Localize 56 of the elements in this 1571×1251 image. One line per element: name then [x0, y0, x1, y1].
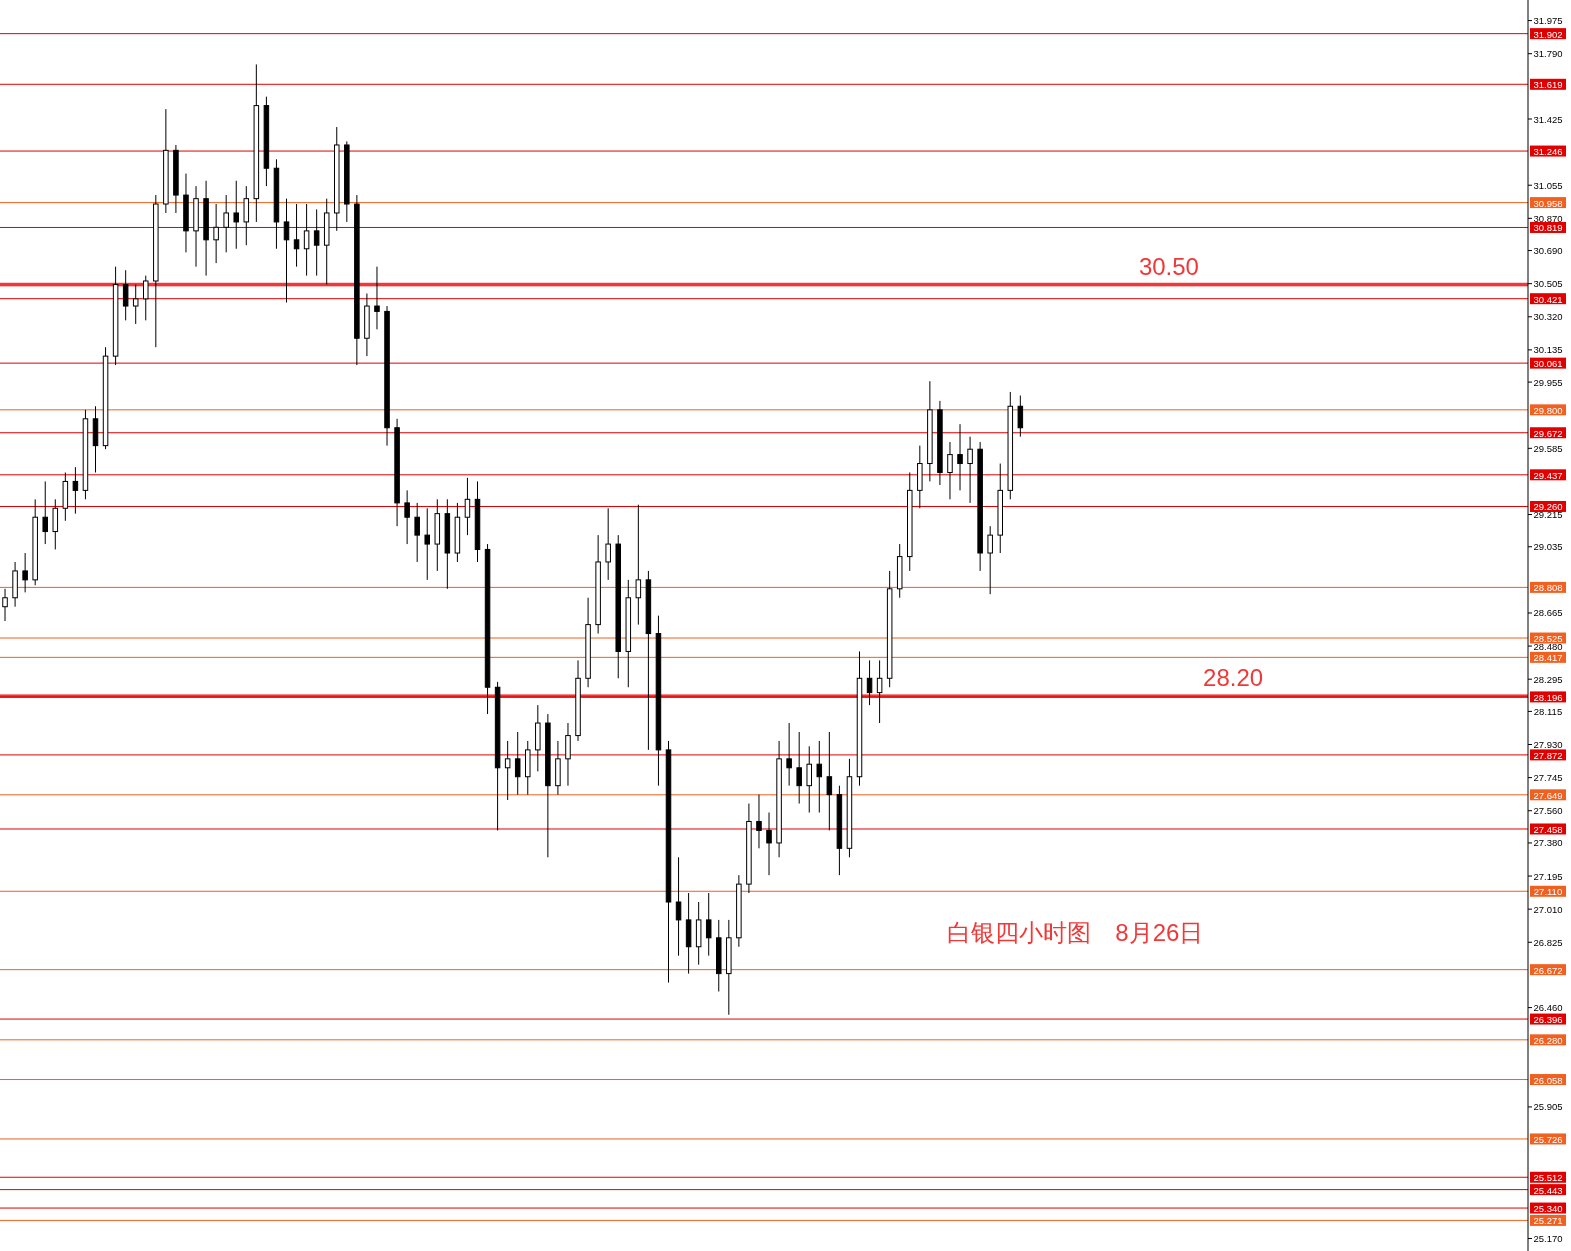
- y-tick-label: 27.560: [1533, 805, 1563, 817]
- y-tick-label: 30.320: [1533, 311, 1563, 323]
- ref-line-label: 30.819: [1533, 222, 1563, 234]
- band-label: 30.50: [1138, 252, 1199, 280]
- ref-line-label: 29.260: [1533, 501, 1563, 513]
- ref-line-label: 25.443: [1533, 1184, 1563, 1196]
- y-tick-label: 26.460: [1533, 1002, 1563, 1014]
- ref-line-label: 25.271: [1533, 1215, 1563, 1227]
- ref-line-label: 27.458: [1533, 823, 1563, 835]
- y-tick-label: 31.790: [1533, 48, 1563, 60]
- ref-line-label: 28.417: [1533, 652, 1563, 664]
- ref-line-label: 26.280: [1533, 1034, 1563, 1046]
- ref-line-label: 28.808: [1533, 582, 1563, 594]
- ref-line-label: 27.872: [1533, 749, 1563, 761]
- y-tick-label: 27.195: [1533, 870, 1563, 882]
- band-label: 28.20: [1203, 664, 1264, 692]
- ref-line-label: 31.246: [1533, 146, 1563, 158]
- ref-line-label: 31.902: [1533, 28, 1563, 40]
- ref-line-label: 30.061: [1533, 358, 1563, 370]
- y-tick-label: 31.425: [1533, 113, 1563, 125]
- ref-line-label: 30.421: [1533, 293, 1563, 305]
- y-tick-label: 27.745: [1533, 772, 1563, 784]
- ref-line-label: 28.196: [1533, 691, 1563, 703]
- ref-line-label: 30.958: [1533, 197, 1563, 209]
- ref-line-label: 29.800: [1533, 404, 1563, 416]
- y-tick-label: 29.585: [1533, 442, 1563, 454]
- annotation: 白银四小时图 8月26日: [947, 918, 1204, 946]
- y-tick-label: 29.035: [1533, 541, 1563, 553]
- ref-line-label: 31.619: [1533, 79, 1563, 91]
- ref-line-label: 27.110: [1533, 886, 1563, 898]
- ref-line-label: 26.396: [1533, 1014, 1563, 1026]
- ref-line-label: 28.525: [1533, 633, 1563, 645]
- y-tick-label: 25.905: [1533, 1101, 1563, 1113]
- y-tick-label: 30.505: [1533, 278, 1563, 290]
- ref-line-label: 25.726: [1533, 1133, 1563, 1145]
- y-tick-label: 26.825: [1533, 936, 1563, 948]
- ref-line-label: 29.672: [1533, 427, 1563, 439]
- ref-line-label: 27.649: [1533, 789, 1563, 801]
- y-tick-label: 27.380: [1533, 837, 1563, 849]
- y-tick-label: 25.170: [1533, 1232, 1563, 1244]
- y-tick-label: 28.115: [1533, 705, 1563, 717]
- ref-line-label: 26.672: [1533, 964, 1563, 976]
- y-tick-label: 30.690: [1533, 245, 1563, 257]
- y-tick-label: 27.930: [1533, 739, 1563, 751]
- y-tick-label: 31.055: [1533, 179, 1563, 191]
- ref-line-label: 25.512: [1533, 1172, 1563, 1184]
- ref-line-label: 29.437: [1533, 469, 1563, 481]
- y-tick-label: 27.010: [1533, 903, 1563, 915]
- ref-line-label: 26.058: [1533, 1074, 1563, 1086]
- y-tick-label: 30.870: [1533, 212, 1563, 224]
- y-tick-label: 31.975: [1533, 15, 1563, 27]
- y-tick-label: 28.665: [1533, 607, 1563, 619]
- y-tick-label: 29.955: [1533, 376, 1563, 388]
- y-tick-label: 30.135: [1533, 344, 1563, 356]
- y-tick-label: 28.295: [1533, 673, 1563, 685]
- ref-line-label: 25.340: [1533, 1203, 1563, 1215]
